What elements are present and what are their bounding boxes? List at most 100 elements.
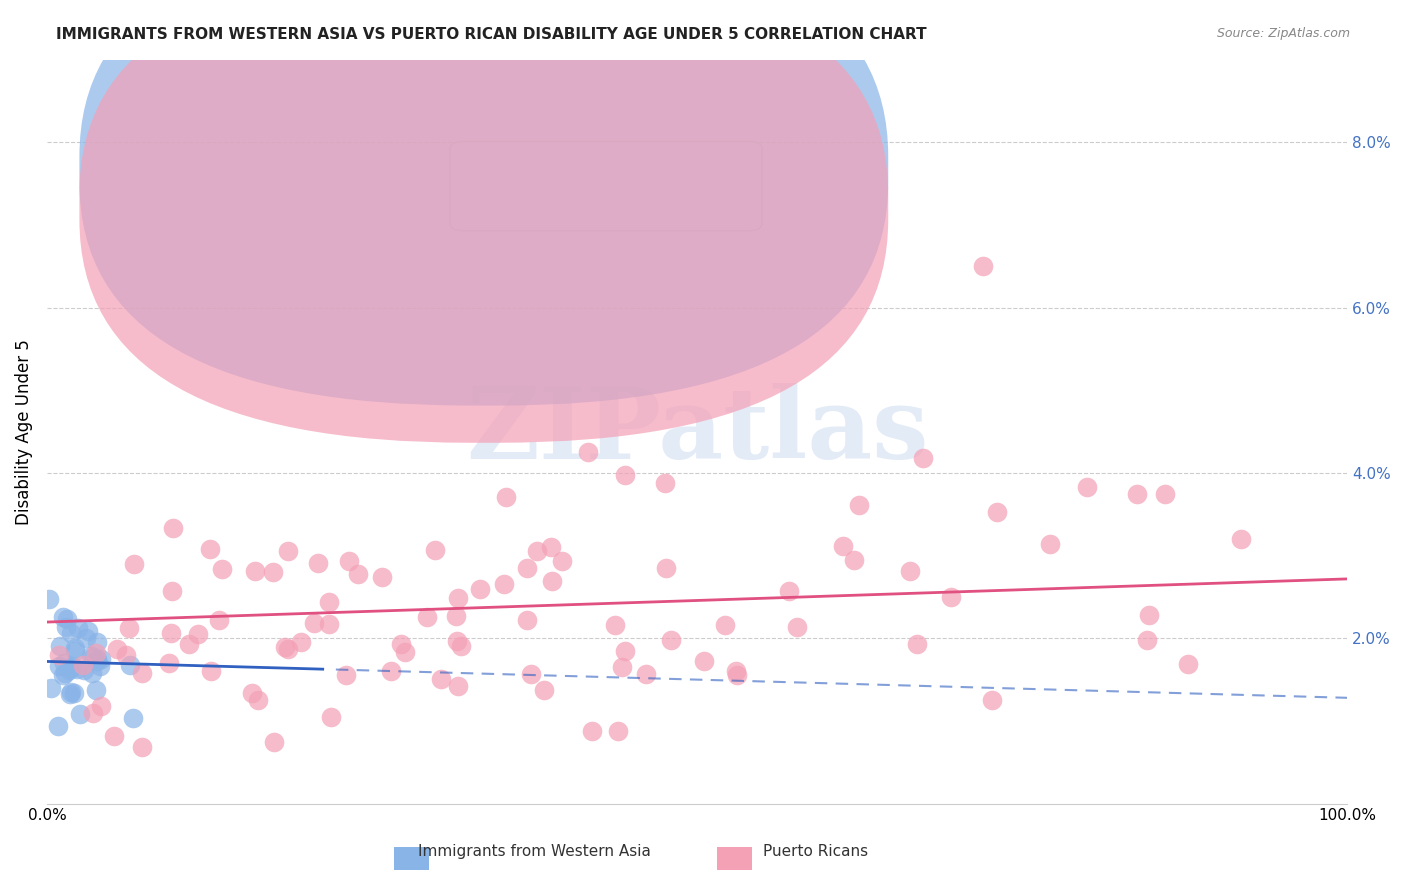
- Point: [980, 693, 1002, 707]
- Text: N = 37: N = 37: [633, 160, 689, 175]
- Text: Puerto Ricans: Puerto Ricans: [763, 845, 868, 859]
- FancyBboxPatch shape: [79, 0, 889, 442]
- Point: [492, 577, 515, 591]
- Point: [337, 554, 360, 568]
- Point: [516, 560, 538, 574]
- Point: [240, 686, 263, 700]
- Point: [277, 544, 299, 558]
- Point: [59, 661, 82, 675]
- Point: [62, 658, 84, 673]
- Text: R = -0.176: R = -0.176: [509, 160, 591, 175]
- Point: [84, 682, 107, 697]
- Text: N = 96: N = 96: [633, 197, 689, 212]
- Point: [533, 682, 555, 697]
- Point: [468, 582, 491, 596]
- Point: [118, 658, 141, 673]
- Point: [77, 624, 100, 638]
- Point: [905, 637, 928, 651]
- Point: [103, 730, 125, 744]
- Point: [986, 505, 1008, 519]
- Point: [131, 740, 153, 755]
- Point: [848, 498, 870, 512]
- Point: [1229, 532, 1251, 546]
- Point: [634, 666, 657, 681]
- Point: [246, 693, 269, 707]
- Point: [692, 654, 714, 668]
- Point: [63, 644, 86, 658]
- Point: [82, 706, 104, 720]
- Point: [84, 647, 107, 661]
- Point: [655, 561, 678, 575]
- Point: [447, 679, 470, 693]
- Point: [495, 490, 517, 504]
- Point: [380, 664, 402, 678]
- Text: R = 0.290: R = 0.290: [509, 197, 585, 212]
- Point: [59, 687, 82, 701]
- Point: [1177, 657, 1199, 672]
- Text: Immigrants from Western Asia: Immigrants from Western Asia: [418, 845, 651, 859]
- Point: [307, 556, 329, 570]
- Point: [86, 651, 108, 665]
- Point: [274, 640, 297, 654]
- Point: [318, 616, 340, 631]
- Point: [898, 564, 921, 578]
- Point: [86, 654, 108, 668]
- Point: [778, 584, 800, 599]
- Point: [290, 635, 312, 649]
- Point: [73, 663, 96, 677]
- Point: [131, 665, 153, 680]
- Point: [118, 621, 141, 635]
- Point: [526, 544, 548, 558]
- Point: [157, 657, 180, 671]
- Point: [614, 467, 637, 482]
- Point: [75, 631, 97, 645]
- Point: [60, 626, 83, 640]
- Point: [198, 542, 221, 557]
- Point: [124, 557, 146, 571]
- Point: [59, 685, 82, 699]
- Point: [423, 543, 446, 558]
- Point: [58, 663, 80, 677]
- Point: [576, 445, 599, 459]
- Text: IMMIGRANTS FROM WESTERN ASIA VS PUERTO RICAN DISABILITY AGE UNDER 5 CORRELATION : IMMIGRANTS FROM WESTERN ASIA VS PUERTO R…: [56, 27, 927, 42]
- Point: [603, 618, 626, 632]
- Point: [714, 618, 737, 632]
- Point: [69, 706, 91, 721]
- Point: [520, 667, 543, 681]
- Point: [610, 660, 633, 674]
- Point: [52, 668, 75, 682]
- Text: Source: ZipAtlas.com: Source: ZipAtlas.com: [1216, 27, 1350, 40]
- Point: [430, 673, 453, 687]
- Point: [49, 639, 72, 653]
- Point: [724, 664, 747, 678]
- Point: [654, 475, 676, 490]
- Point: [48, 648, 70, 662]
- Point: [86, 634, 108, 648]
- Point: [277, 641, 299, 656]
- Point: [581, 724, 603, 739]
- Point: [516, 614, 538, 628]
- Point: [321, 710, 343, 724]
- Point: [786, 620, 808, 634]
- Point: [55, 612, 77, 626]
- Point: [912, 450, 935, 465]
- Point: [63, 640, 86, 655]
- Point: [444, 609, 467, 624]
- Point: [450, 639, 472, 653]
- Point: [79, 648, 101, 663]
- Point: [160, 584, 183, 599]
- Point: [318, 595, 340, 609]
- Point: [122, 711, 145, 725]
- Point: [1137, 607, 1160, 622]
- Point: [82, 650, 104, 665]
- Point: [416, 609, 439, 624]
- Point: [972, 260, 994, 274]
- Point: [162, 521, 184, 535]
- Point: [187, 626, 209, 640]
- Point: [447, 591, 470, 605]
- Point: [63, 686, 86, 700]
- Text: ZIPatlas: ZIPatlas: [465, 383, 928, 480]
- Point: [200, 664, 222, 678]
- Point: [263, 735, 285, 749]
- Point: [347, 566, 370, 581]
